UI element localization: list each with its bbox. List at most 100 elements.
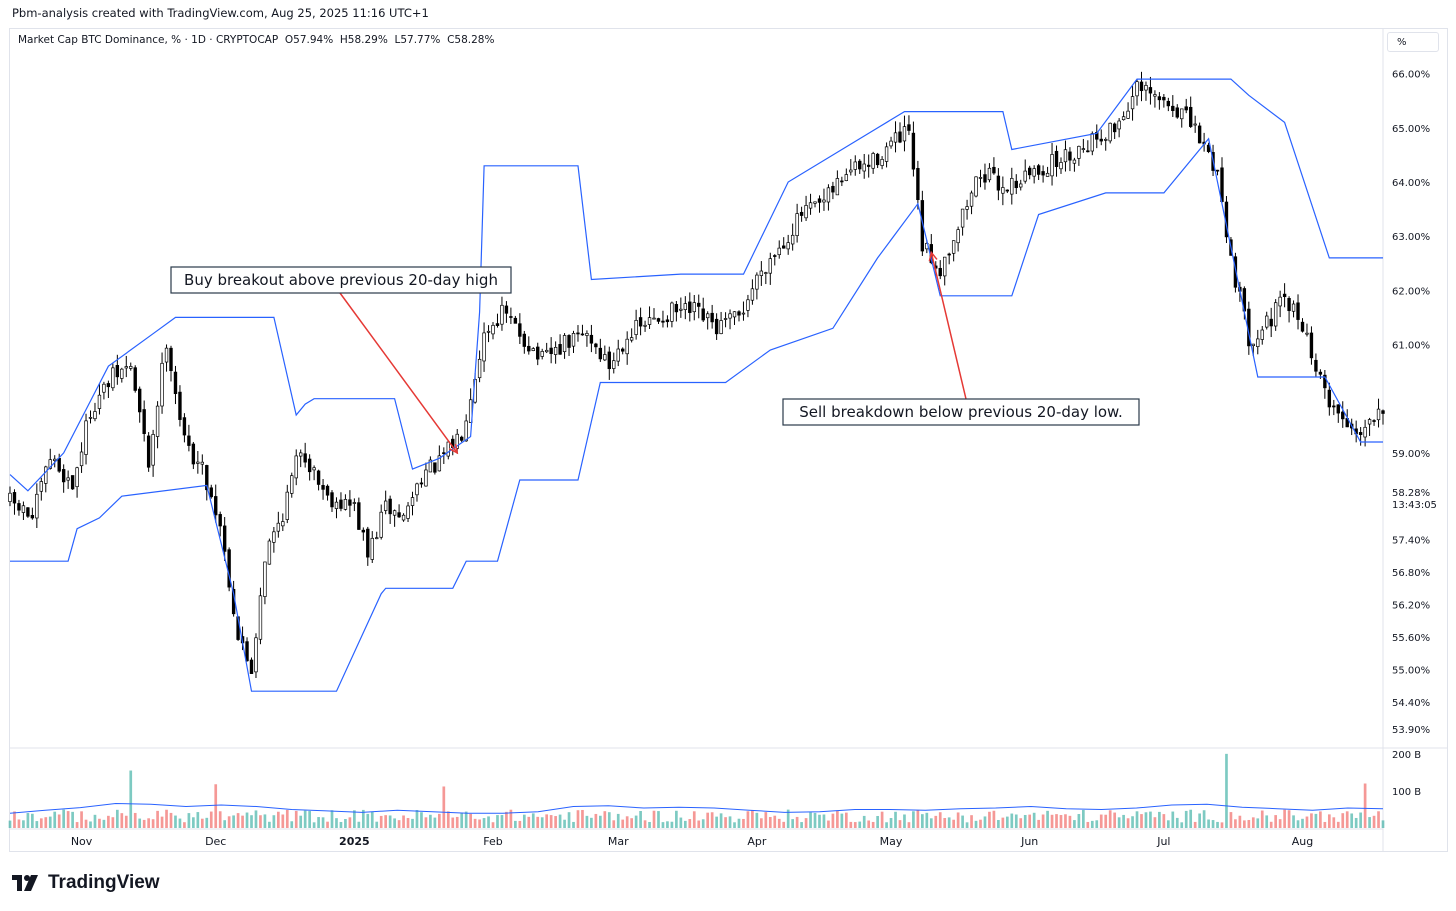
candle-up [1072, 159, 1077, 164]
price-axis-label: 59.00% [1392, 449, 1430, 460]
price-axis-label: 56.80% [1392, 568, 1430, 579]
candle-down [205, 465, 209, 491]
volume-bar-up [89, 821, 92, 828]
volume-bar-up [809, 812, 812, 828]
volume-bar-down [1064, 814, 1067, 828]
volume-bar-up [701, 819, 705, 828]
volume-bar-up [464, 811, 468, 828]
volume-bar-up [53, 811, 57, 828]
candle-down [1027, 167, 1032, 176]
candle-up [312, 467, 316, 471]
candle-up [853, 161, 857, 170]
volume-bar-down [956, 812, 960, 828]
volume-bar-down [871, 821, 875, 828]
volume-bar-down [124, 815, 128, 828]
candle-down [366, 528, 370, 558]
volume-bar-up [929, 818, 933, 828]
candle-up [1367, 419, 1372, 425]
candle-up [616, 348, 620, 362]
volume-bar-up [1202, 810, 1206, 828]
volume-bar-down [1372, 815, 1376, 828]
volume-bar-up [572, 821, 575, 828]
volume-bar-down [1153, 817, 1157, 828]
candle-down [773, 255, 777, 257]
volume-bar-up [1131, 816, 1134, 828]
volume-bar-down [916, 810, 920, 828]
candle-up [1019, 183, 1023, 188]
volume-bar-up [375, 821, 379, 828]
candle-down [316, 470, 321, 485]
volume-bar-up [947, 817, 951, 828]
candle-up [764, 272, 768, 274]
volume-bar-down [768, 816, 772, 828]
volume-bar-down [236, 813, 240, 828]
volume-bar-down [1377, 811, 1380, 828]
volume-bar-up [500, 815, 504, 828]
volume-bar-up [317, 817, 320, 828]
candle-down [70, 475, 75, 490]
candle-up [254, 637, 258, 673]
volume-bar-up [71, 811, 74, 828]
donchian-lower-band [10, 137, 1383, 692]
candle-up [902, 126, 907, 142]
candle-down [621, 348, 625, 352]
volume-bar-up [299, 815, 303, 828]
candle-down [1157, 96, 1162, 101]
volume-bar-down [384, 815, 388, 828]
volume-bar-down [742, 818, 745, 828]
candle-up [437, 455, 442, 472]
candle-up [562, 335, 567, 353]
volume-bar-up [115, 809, 119, 828]
candle-up [884, 146, 889, 162]
bar-countdown-label: 13:43:05 [1392, 500, 1437, 511]
volume-bar-up [862, 815, 866, 828]
volume-bar-up [35, 821, 39, 828]
candle-up [746, 299, 750, 311]
volume-bar-down [898, 820, 902, 828]
candle-down [536, 346, 540, 360]
candle-up [719, 320, 723, 335]
candle-down [594, 343, 598, 348]
candle-down [911, 132, 916, 170]
volume-bar-down [934, 815, 938, 828]
annotation-box[interactable] [782, 398, 1140, 426]
candle-up [272, 531, 276, 543]
volume-bar-down [751, 810, 754, 828]
candle-up [406, 505, 410, 519]
scale-unit-button[interactable]: % [1387, 32, 1439, 52]
annotation-box[interactable] [170, 266, 512, 294]
candle-down [303, 453, 307, 463]
volume-bar-down [491, 822, 495, 828]
candle-up [790, 234, 795, 245]
volume-bar-up [178, 818, 182, 828]
candle-up [755, 274, 759, 290]
time-axis-label: May [880, 835, 903, 848]
price-axis-label: 66.00% [1392, 70, 1430, 81]
volume-bar-down [1238, 815, 1242, 828]
candle-down [1148, 87, 1153, 94]
candle-down [1162, 96, 1166, 101]
volume-bar-down [952, 819, 955, 828]
candle-down [325, 485, 330, 496]
candle-down [1099, 138, 1103, 142]
volume-bar-down [1310, 813, 1313, 828]
volume-bar-down [1113, 812, 1117, 828]
candle-up [392, 510, 397, 516]
tradingview-logo-icon [12, 875, 38, 891]
volume-bar-up [737, 818, 741, 828]
volume-bar-up [791, 819, 794, 828]
price-axis-label: 55.00% [1392, 666, 1430, 677]
candle-up [1023, 170, 1027, 182]
candle-up [826, 187, 831, 203]
volume-bar-down [147, 818, 150, 828]
volume-bar-down [1041, 814, 1045, 828]
candle-up [151, 434, 155, 466]
candle-up [97, 394, 102, 409]
volume-bar-down [764, 812, 768, 828]
candle-up [66, 477, 70, 481]
volume-bar-up [885, 822, 888, 828]
volume-bar-down [554, 816, 557, 828]
candle-up [334, 501, 339, 509]
volume-bar-up [138, 818, 142, 828]
